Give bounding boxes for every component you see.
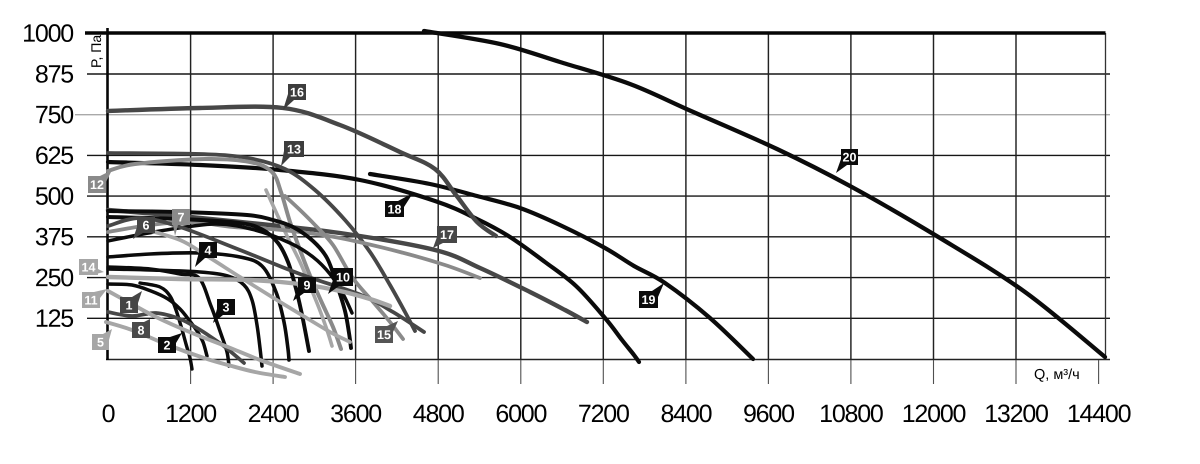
- svg-text:14400: 14400: [1067, 400, 1131, 428]
- svg-text:4: 4: [205, 243, 212, 257]
- svg-text:625: 625: [35, 142, 73, 170]
- svg-text:1000: 1000: [22, 20, 73, 48]
- svg-text:500: 500: [35, 183, 73, 211]
- svg-text:3: 3: [223, 300, 230, 314]
- svg-text:7: 7: [178, 210, 185, 224]
- svg-text:Q, м³/ч: Q, м³/ч: [1034, 367, 1080, 383]
- svg-text:2400: 2400: [248, 400, 299, 428]
- svg-text:12000: 12000: [902, 400, 966, 428]
- svg-text:250: 250: [35, 264, 73, 292]
- svg-text:3600: 3600: [330, 400, 381, 428]
- svg-text:19: 19: [642, 293, 656, 307]
- svg-text:16: 16: [290, 85, 304, 99]
- svg-text:375: 375: [35, 223, 73, 251]
- svg-text:12: 12: [90, 178, 104, 192]
- svg-text:15: 15: [377, 328, 391, 342]
- svg-text:125: 125: [35, 305, 73, 333]
- svg-text:0: 0: [102, 400, 115, 428]
- svg-text:875: 875: [35, 60, 73, 88]
- svg-text:10800: 10800: [819, 400, 883, 428]
- svg-text:13: 13: [287, 142, 301, 156]
- svg-text:5: 5: [97, 335, 104, 349]
- svg-text:7200: 7200: [578, 400, 629, 428]
- svg-text:8400: 8400: [660, 400, 711, 428]
- svg-text:11: 11: [84, 293, 97, 307]
- svg-text:13200: 13200: [984, 400, 1048, 428]
- svg-text:17: 17: [440, 228, 454, 242]
- svg-text:14: 14: [82, 260, 96, 274]
- svg-text:P, Па: P, Па: [88, 35, 104, 68]
- svg-text:4800: 4800: [413, 400, 464, 428]
- svg-text:10: 10: [336, 270, 350, 284]
- svg-text:750: 750: [35, 101, 73, 129]
- svg-text:8: 8: [138, 323, 145, 337]
- svg-text:2: 2: [164, 338, 171, 352]
- svg-text:1200: 1200: [165, 400, 216, 428]
- svg-text:9600: 9600: [743, 400, 794, 428]
- svg-text:20: 20: [843, 150, 857, 164]
- svg-text:6: 6: [143, 218, 150, 232]
- svg-text:6000: 6000: [495, 400, 546, 428]
- svg-text:9: 9: [304, 278, 311, 292]
- svg-text:1: 1: [126, 298, 133, 312]
- svg-text:18: 18: [388, 202, 402, 216]
